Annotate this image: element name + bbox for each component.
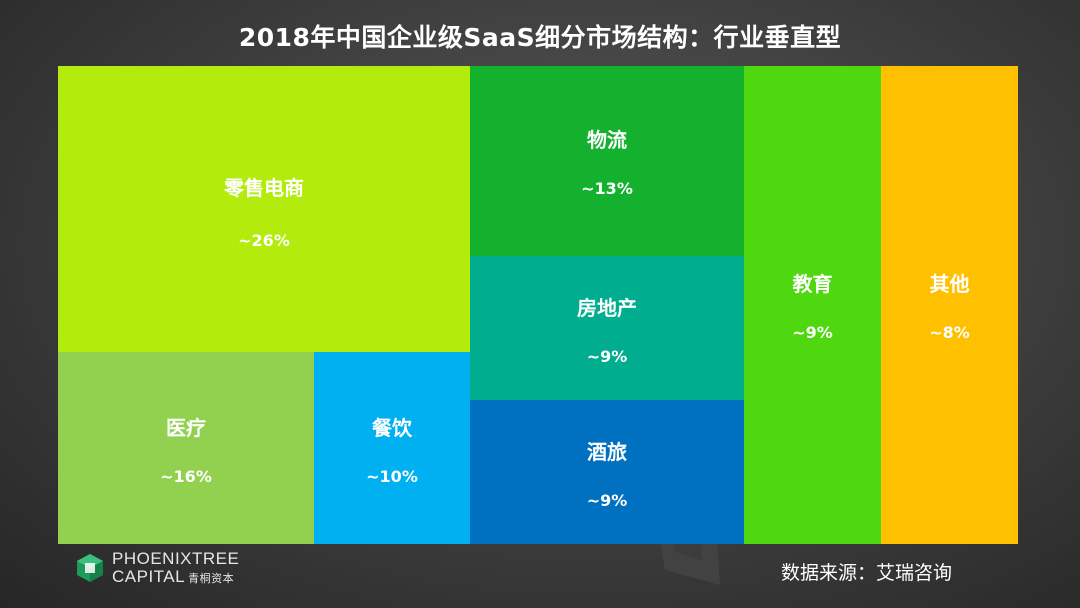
tile-value-retail-ecommerce: ~26% (238, 231, 290, 250)
treemap-tile-other: 其他 ~8% (881, 66, 1018, 544)
tile-label-hotel-travel: 酒旅 (587, 440, 627, 464)
phoenixtree-logo: PHOENIXTREE CAPITAL 青桐资本 (76, 550, 239, 585)
logo-name-line1: PHOENIXTREE (112, 549, 240, 568)
chart-title: 2018年中国企业级SaaS细分市场结构：行业垂直型 (238, 23, 842, 52)
phoenixtree-logo-icon (77, 553, 103, 582)
tile-value-healthcare: ~16% (160, 467, 212, 486)
treemap-tile-real-estate: 房地产 ~9% (470, 256, 744, 400)
treemap-tile-healthcare: 医疗 ~16% (58, 352, 314, 544)
tile-label-logistics: 物流 (587, 128, 627, 152)
logo-chinese-name: 青桐资本 (188, 573, 235, 585)
tile-value-catering: ~10% (366, 467, 418, 486)
tile-label-healthcare: 医疗 (166, 416, 206, 440)
treemap-chart: 零售电商 ~26% 医疗 ~16% 餐饮 ~10% 物流 ~13% 房地产 ~9% 酒旅 ~9% 教育 ~… (58, 66, 1018, 544)
treemap-tile-catering: 餐饮 ~10% (314, 352, 470, 544)
treemap-tile-retail-ecommerce: 零售电商 ~26% (58, 66, 470, 352)
tile-value-real-estate: ~9% (586, 347, 628, 366)
tile-label-real-estate: 房地产 (577, 296, 637, 320)
treemap-tile-hotel-travel: 酒旅 ~9% (470, 400, 744, 544)
treemap-tile-logistics: 物流 ~13% (470, 66, 744, 256)
logo-name-line2: CAPITAL 青桐资本 (112, 568, 239, 585)
tile-value-other: ~8% (929, 323, 970, 342)
tile-label-other: 其他 (929, 272, 970, 296)
logo-capital-text: CAPITAL (112, 567, 186, 586)
tile-label-retail-ecommerce: 零售电商 (224, 176, 304, 200)
tile-label-catering: 餐饮 (372, 416, 412, 440)
tile-value-hotel-travel: ~9% (586, 491, 628, 510)
tile-value-logistics: ~13% (581, 179, 633, 198)
treemap-tile-education: 教育 ~9% (744, 66, 881, 544)
tile-label-education: 教育 (792, 272, 833, 296)
tile-value-education: ~9% (792, 323, 833, 342)
data-source-note: 数据来源：艾瑞咨询 (780, 562, 952, 584)
